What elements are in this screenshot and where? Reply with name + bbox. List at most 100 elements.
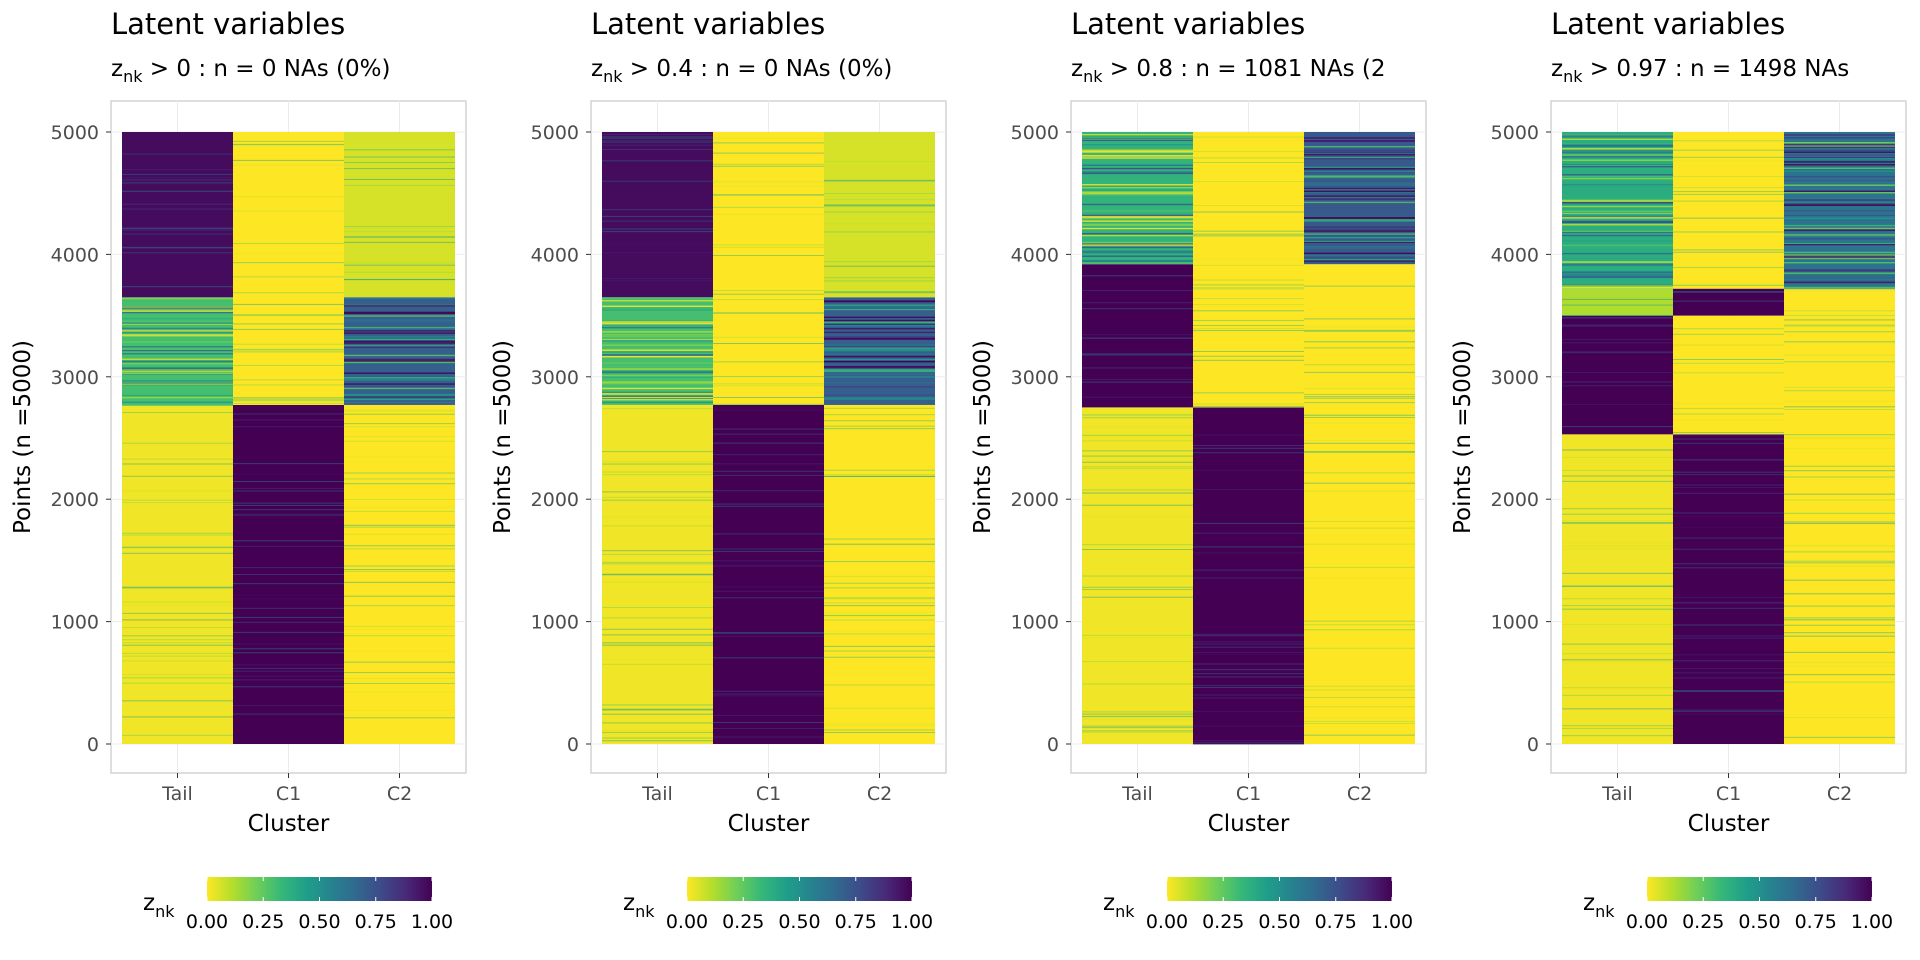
heat-row — [1562, 136, 1673, 138]
chart-panel-2: Latent variables znk > 0.4 : n = 0 NAs (0… — [490, 7, 947, 933]
heat-row — [1673, 442, 1784, 444]
heat-row — [233, 473, 344, 475]
heat-row — [1784, 315, 1895, 317]
heat-row — [602, 149, 713, 151]
heat-row — [1562, 257, 1673, 260]
heat-row — [233, 621, 344, 623]
heat-row — [1784, 216, 1895, 218]
heat-row — [824, 386, 935, 388]
heat-row — [1082, 396, 1193, 398]
heat-row — [824, 630, 935, 632]
heat-row — [1784, 214, 1895, 216]
heat-row — [824, 357, 935, 359]
heat-row — [1784, 579, 1895, 581]
heat-row — [1562, 694, 1673, 696]
heat-row — [602, 642, 713, 644]
heat-row — [1784, 156, 1895, 159]
heat-row — [1562, 262, 1673, 265]
heat-row — [1082, 713, 1193, 715]
heat-row — [1304, 230, 1415, 232]
heat-row — [344, 231, 455, 233]
legend-tick-label: 0.25 — [1202, 911, 1244, 933]
heat-row — [344, 672, 455, 674]
heat-row — [824, 724, 935, 726]
heat-row — [602, 322, 713, 325]
heat-row — [1784, 341, 1895, 343]
heat-row — [1562, 175, 1673, 178]
heat-row — [1304, 490, 1415, 492]
heat-row — [824, 605, 935, 607]
heat-row — [824, 360, 935, 363]
heat-row — [824, 319, 935, 322]
heat-row — [1082, 337, 1193, 339]
heat-row — [824, 348, 935, 350]
heat-row — [1082, 683, 1193, 685]
heat-row — [824, 338, 935, 340]
heat-row — [1082, 262, 1193, 264]
heat-row — [1673, 654, 1784, 656]
heat-row — [1304, 482, 1415, 484]
heat-row — [602, 561, 713, 563]
heat-row — [233, 481, 344, 483]
heat-row — [1304, 341, 1415, 343]
heat-row — [344, 635, 455, 637]
heat-row — [602, 387, 713, 390]
heat-row — [1784, 635, 1895, 637]
heat-row — [233, 670, 344, 672]
heat-row — [122, 228, 233, 230]
heat-row — [713, 714, 824, 716]
heat-row — [344, 533, 455, 535]
heat-row — [602, 740, 713, 742]
heat-row — [1082, 172, 1193, 175]
heat-row — [1082, 136, 1193, 139]
heat-row — [122, 546, 233, 548]
heat-row — [233, 143, 344, 145]
heat-row — [602, 461, 713, 463]
heat-row — [824, 192, 935, 194]
heat-row — [824, 353, 935, 355]
heat-row — [1784, 286, 1895, 289]
heat-row — [1784, 512, 1895, 514]
heat-row — [713, 533, 824, 535]
heat-row — [1193, 642, 1304, 644]
heat-row — [602, 355, 713, 358]
heat-row — [602, 663, 713, 665]
heat-row — [1784, 179, 1895, 182]
heat-row — [1082, 492, 1193, 494]
heat-row — [824, 469, 935, 471]
heat-row — [824, 321, 935, 324]
heat-row — [602, 141, 713, 143]
heat-row — [713, 721, 824, 723]
heat-row — [1304, 178, 1415, 180]
heat-row — [1562, 352, 1673, 354]
heat-row — [1304, 190, 1415, 193]
heat-row — [1562, 315, 1673, 317]
color-legend: znk 0.00 0.25 0.50 0.75 1.00 — [1103, 877, 1413, 933]
heat-row — [1562, 585, 1673, 587]
heat-row — [1784, 390, 1895, 392]
legend-title: znk — [623, 890, 655, 921]
y-axis-label: Points (n =5000) — [1450, 340, 1476, 534]
heat-row — [824, 308, 935, 311]
heat-row — [1562, 542, 1673, 544]
heat-row — [1562, 165, 1673, 168]
heat-row — [1082, 378, 1193, 380]
heat-row — [1784, 190, 1895, 192]
heat-row — [1673, 333, 1784, 335]
heat-row — [1082, 217, 1193, 220]
heat-row — [602, 371, 713, 374]
heat-row — [122, 394, 233, 397]
heat-row — [1562, 298, 1673, 300]
heat-row — [344, 345, 455, 347]
heat-row — [344, 279, 455, 281]
heat-block-tail — [1562, 434, 1673, 744]
heat-block-c1 — [233, 132, 344, 405]
heat-row — [1304, 364, 1415, 366]
heat-row — [1784, 243, 1895, 246]
heat-row — [602, 525, 713, 527]
heat-row — [1784, 651, 1895, 653]
heat-row — [1193, 325, 1304, 327]
heat-row — [1082, 157, 1193, 159]
heat-row — [1562, 456, 1673, 458]
